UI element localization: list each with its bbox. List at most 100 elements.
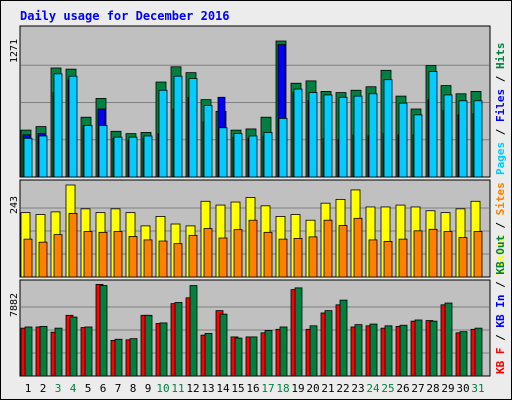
bar-kb-out xyxy=(429,320,438,377)
bar-pages xyxy=(128,136,138,178)
chart-panel-1: 1271 Pages / Files / Hits xyxy=(9,25,507,178)
bar-sites xyxy=(158,240,168,278)
bar-kb-out xyxy=(204,332,213,377)
legend-kb-out: KB Out xyxy=(494,235,507,275)
x-tick-label: 17 xyxy=(261,382,274,395)
bar-kb-out xyxy=(234,337,243,377)
chart-title: Daily usage for December 2016 xyxy=(20,9,230,23)
bar-sites xyxy=(473,231,483,278)
x-tick-label: 13 xyxy=(201,382,214,395)
bar-kb-out xyxy=(174,302,183,377)
bar-kb-out xyxy=(24,326,33,377)
bar-kb-out xyxy=(114,338,123,377)
x-tick-label: 10 xyxy=(156,382,169,395)
bar-sites xyxy=(443,231,453,278)
bar-sites xyxy=(23,238,33,278)
bar-pages xyxy=(143,135,153,178)
bar-sites xyxy=(38,241,48,278)
bar-sites xyxy=(428,228,438,278)
bar-sites xyxy=(68,212,78,278)
bar-sites xyxy=(98,231,108,278)
bar-pages xyxy=(293,88,303,178)
bar-pages xyxy=(248,135,258,178)
bar-sites xyxy=(188,234,198,278)
bar-sites xyxy=(353,217,363,278)
legend: KB F / KB In / KB Out xyxy=(494,235,507,374)
bar-kb-out xyxy=(309,325,318,377)
legend-kb-in: KB In xyxy=(494,295,507,328)
x-tick-label: 6 xyxy=(100,382,107,395)
bar-kb-out xyxy=(159,322,168,377)
x-tick-label: 22 xyxy=(336,382,349,395)
bar-sites xyxy=(113,231,123,278)
bar-kb-out xyxy=(264,330,273,377)
legend-hits: Hits xyxy=(494,43,507,70)
bar-pages xyxy=(188,78,198,178)
x-tick-label: 19 xyxy=(291,382,304,395)
x-tick-label: 7 xyxy=(115,382,122,395)
bar-pages xyxy=(233,133,243,178)
x-tick-label: 12 xyxy=(186,382,199,395)
legend-separator: / xyxy=(494,215,507,235)
y-max-label: 7882 xyxy=(9,293,20,317)
bar-kb-out xyxy=(414,319,423,377)
bar-sites xyxy=(248,219,258,278)
bar-kb-out xyxy=(444,302,453,377)
bar-sites xyxy=(338,225,348,278)
bar-kb-out xyxy=(324,310,333,377)
bar-pages xyxy=(278,117,288,178)
bar-pages xyxy=(23,137,33,178)
bar-kb-out xyxy=(189,285,198,377)
bar-pages xyxy=(218,127,228,178)
x-tick-label: 4 xyxy=(70,382,77,395)
bar-kb-out xyxy=(54,327,63,377)
chart-panel-2: 243 Visits / Sites xyxy=(9,179,507,278)
x-tick-label: 30 xyxy=(456,382,469,395)
bar-kb-out xyxy=(249,336,258,377)
x-tick-label: 9 xyxy=(145,382,152,395)
x-tick-label: 31 xyxy=(471,382,484,395)
bar-sites xyxy=(383,241,393,278)
x-tick-label: 28 xyxy=(426,382,439,395)
bar-pages xyxy=(368,93,378,178)
bar-sites xyxy=(413,230,423,278)
bar-pages xyxy=(323,94,333,178)
x-tick-label: 2 xyxy=(40,382,47,395)
x-tick-label: 25 xyxy=(381,382,394,395)
legend-pages: Pages xyxy=(494,142,507,175)
bar-pages xyxy=(428,71,438,178)
bar-kb-out xyxy=(294,287,303,377)
x-tick-label: 29 xyxy=(441,382,454,395)
legend: Visits / Sites xyxy=(494,182,507,275)
legend-visits: Visits xyxy=(494,235,507,275)
bar-pages xyxy=(458,100,468,178)
legend-files: Files xyxy=(494,89,507,122)
bar-pages xyxy=(398,102,408,178)
bar-sites xyxy=(458,237,468,278)
x-tick-label: 20 xyxy=(306,382,319,395)
bar-kb-out xyxy=(369,323,378,377)
bar-kb-out xyxy=(354,324,363,377)
bar-sites xyxy=(368,239,378,278)
bar-pages xyxy=(473,100,483,178)
bar-kb-out xyxy=(39,325,48,377)
bar-sites xyxy=(203,228,213,278)
bar-kb-out xyxy=(384,325,393,377)
bar-pages xyxy=(113,136,123,178)
bar-pages xyxy=(413,114,423,178)
bar-pages xyxy=(203,105,213,178)
bar-sites xyxy=(323,219,333,278)
bar-kb-out xyxy=(144,314,153,377)
bar-kb-out xyxy=(69,316,78,377)
bar-pages xyxy=(68,75,78,178)
x-tick-label: 14 xyxy=(216,382,230,395)
bar-pages xyxy=(38,135,48,178)
bar-kb-out xyxy=(219,313,228,377)
bar-sites xyxy=(263,231,273,278)
bar-pages xyxy=(53,73,63,178)
x-tick-label: 5 xyxy=(85,382,92,395)
x-tick-label: 11 xyxy=(171,382,184,395)
bar-sites xyxy=(173,243,183,278)
bar-pages xyxy=(308,92,318,178)
x-tick-label: 1 xyxy=(25,382,32,395)
